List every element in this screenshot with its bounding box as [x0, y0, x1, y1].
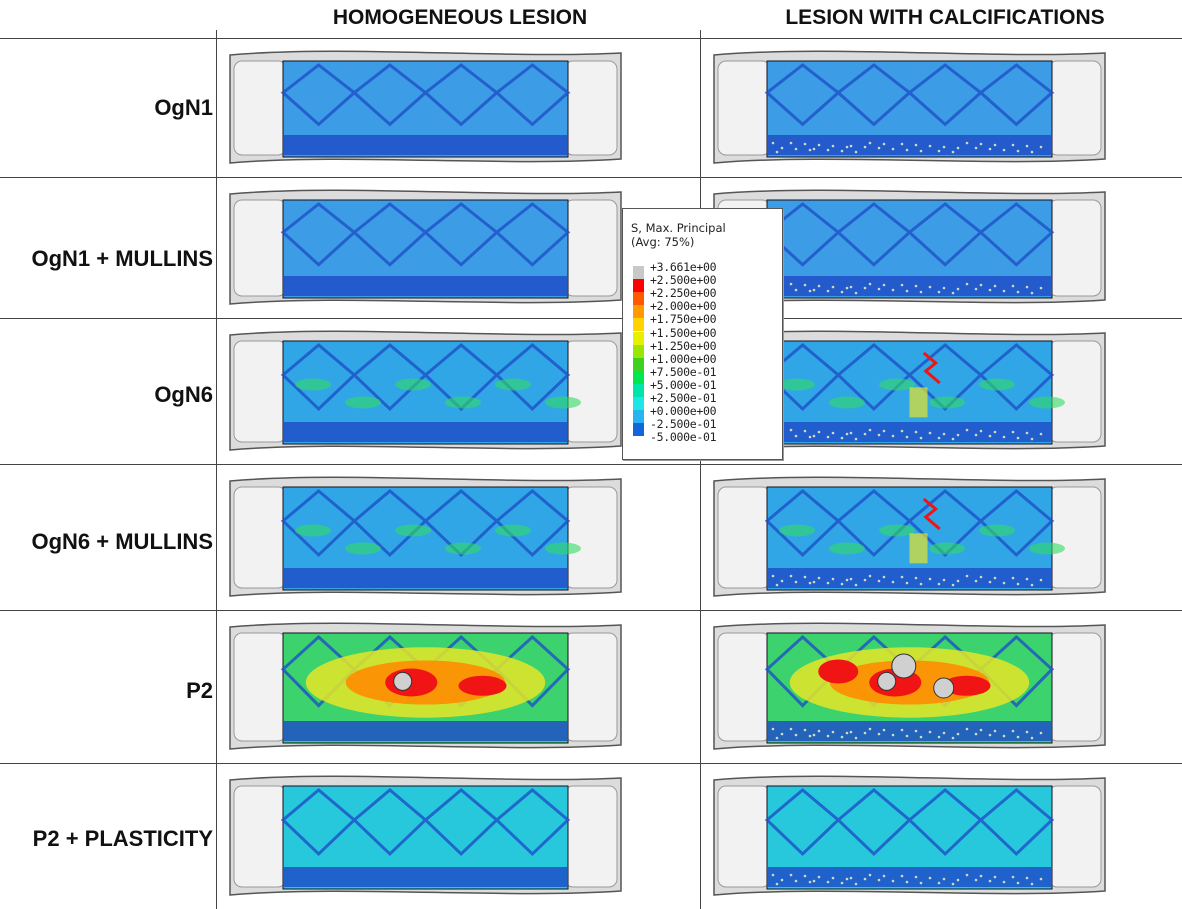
row-label-ogn6-mullins: OgN6 + MULLINS: [31, 529, 213, 554]
legend-subtitle: (Avg: 75%): [631, 235, 695, 249]
legend-value: +5.000e-01: [650, 377, 717, 392]
column-header-homogeneous: HOMOGENEOUS LESION: [332, 6, 588, 29]
row-label-p2: P2: [186, 678, 213, 703]
color-legend: S, Max. Principal (Avg: 75%) +3.661e+00 +…: [622, 208, 783, 460]
row-label-p2-plasticity: P2 + PLASTICITY: [32, 826, 213, 851]
legend-swatch: [633, 344, 644, 358]
legend-swatch: [633, 370, 644, 384]
legend-swatch: [633, 383, 644, 397]
legend-swatch: [633, 318, 644, 332]
stent-simulation-image: [712, 43, 1107, 171]
legend-value: +1.000e+00: [650, 351, 717, 366]
legend-title: S, Max. Principal: [631, 221, 726, 235]
legend-value: +2.250e+00: [650, 286, 717, 301]
stent-simulation-image: [712, 615, 1107, 757]
row-label-ogn6: OgN6: [154, 382, 213, 407]
stent-simulation-image: [228, 768, 623, 903]
stent-simulation-image: [228, 43, 623, 171]
legend-value: +2.500e-01: [650, 391, 717, 405]
legend-swatch: [633, 331, 644, 345]
stent-simulation-image: [228, 323, 623, 458]
legend-swatch: [633, 266, 644, 280]
legend-value: -5.000e-01: [650, 430, 717, 445]
stent-simulation-image: [712, 768, 1107, 903]
stent-simulation-image: [712, 469, 1107, 604]
legend-value: +7.500e-01: [650, 364, 717, 379]
legend-swatch: [633, 410, 644, 424]
legend-swatch: [633, 423, 644, 437]
legend-swatch: [633, 292, 644, 306]
legend-value: +2.500e+00: [650, 273, 717, 288]
legend-value: +1.500e+00: [650, 325, 717, 340]
legend-value: -2.500e-01: [650, 417, 717, 432]
legend-swatch: [633, 357, 644, 371]
legend-value: +1.750e+00: [650, 312, 717, 327]
stent-simulation-image: [228, 615, 623, 757]
row-label-ogn1: OgN1: [154, 95, 213, 120]
legend-swatch: [633, 397, 644, 411]
stent-simulation-image: [228, 469, 623, 604]
column-header-calcifications: LESION WITH CALCIFICATIONS: [785, 6, 1105, 29]
legend-value: +1.250e+00: [650, 338, 717, 353]
legend-value: +0.000e+00: [650, 404, 717, 419]
legend-value: +3.661e+00: [650, 260, 717, 274]
row-label-ogn1-mullins: OgN1 + MULLINS: [31, 246, 213, 271]
legend-swatch: [633, 305, 644, 319]
legend-swatch: [633, 279, 644, 293]
legend-value: +2.000e+00: [650, 299, 717, 314]
stent-simulation-image: [228, 182, 623, 312]
